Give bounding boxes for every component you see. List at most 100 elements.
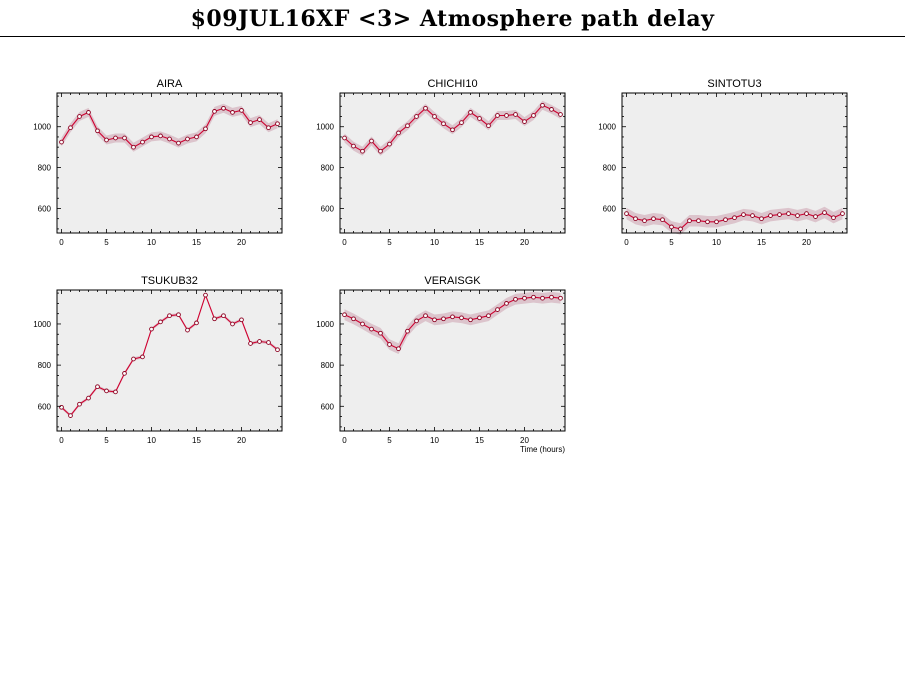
data-point [149, 134, 154, 140]
data-point [113, 135, 118, 141]
data-point [687, 218, 692, 224]
data-point [68, 125, 73, 131]
data-point [230, 110, 235, 115]
data-point [212, 109, 217, 114]
y-tick-label: 1000 [316, 123, 334, 132]
data-point [122, 135, 127, 141]
data-point [468, 110, 473, 115]
x-tick-label: 15 [192, 238, 201, 247]
data-point [239, 108, 244, 113]
x-tick-label: 20 [802, 238, 811, 247]
data-point [158, 319, 163, 325]
data-point [831, 215, 836, 221]
data-point [795, 213, 800, 218]
x-tick-label: 10 [147, 238, 156, 247]
data-point [714, 219, 719, 225]
data-point [678, 226, 683, 232]
chart-panel-chichi10: 0 5 10 15 20 600 800 1000 CHICHI10 [316, 78, 566, 247]
y-tick-label: 800 [38, 164, 52, 173]
x-tick-label: 5 [104, 238, 109, 247]
data-point [396, 346, 401, 352]
page-title: $09JUL16XF <3> Atmosphere path delay [190, 6, 715, 32]
data-point [158, 133, 163, 139]
data-point [131, 356, 136, 362]
data-point [342, 312, 347, 318]
data-point [477, 315, 482, 321]
data-point [369, 138, 374, 144]
x-tick-label: 10 [430, 238, 439, 247]
data-point [360, 148, 365, 154]
x-tick-label: 5 [387, 238, 392, 247]
data-point [194, 134, 199, 140]
data-point [248, 120, 253, 125]
data-point [167, 136, 172, 142]
data-point [342, 135, 347, 141]
x-tick-label: 5 [669, 238, 674, 247]
title-rule [0, 36, 905, 37]
data-point [558, 112, 563, 117]
data-point [203, 292, 208, 298]
data-point [176, 312, 181, 318]
data-point [768, 213, 773, 218]
data-point [185, 136, 190, 142]
data-point [77, 401, 82, 407]
data-point [732, 215, 737, 221]
y-tick-label: 1000 [33, 320, 51, 329]
x-tick-label: 20 [237, 238, 246, 247]
data-point [104, 137, 109, 143]
data-point [750, 213, 755, 218]
data-point [696, 218, 701, 224]
data-point [633, 216, 638, 222]
data-point [540, 102, 545, 108]
data-point [441, 316, 446, 322]
data-point [723, 217, 728, 223]
data-point [378, 330, 383, 336]
data-point [549, 294, 554, 300]
chart-title: VERAISGK [424, 275, 481, 287]
plot-area [57, 290, 282, 431]
x-tick-label: 20 [520, 238, 529, 247]
data-point [104, 388, 109, 394]
data-point [360, 321, 365, 327]
chart-title: TSUKUB32 [141, 275, 198, 287]
data-point [450, 127, 455, 133]
data-point [423, 313, 428, 319]
data-point [822, 210, 827, 215]
data-point [669, 224, 674, 230]
data-point [405, 328, 410, 334]
data-point [266, 340, 271, 345]
y-tick-label: 800 [38, 361, 52, 370]
data-point [113, 389, 118, 395]
data-point [149, 326, 154, 332]
data-point [513, 112, 518, 117]
x-tick-label: 0 [624, 238, 629, 247]
data-point [660, 217, 665, 223]
chart-panel-tsukub32: 0 5 10 15 20 600 800 1000 TSUKUB32 [33, 275, 283, 445]
x-tick-label: 10 [147, 436, 156, 445]
data-point [203, 126, 208, 132]
chart-title: CHICHI10 [427, 78, 477, 90]
x-tick-label: 20 [520, 436, 529, 445]
y-tick-label: 1000 [316, 320, 334, 329]
x-tick-label: 0 [59, 436, 64, 445]
data-point [705, 219, 710, 225]
data-point [230, 321, 235, 327]
x-tick-label: 0 [59, 238, 64, 247]
data-point [221, 313, 226, 319]
data-point [495, 307, 500, 312]
data-point [351, 316, 356, 322]
data-point [167, 313, 172, 319]
data-point [423, 105, 428, 111]
data-point [486, 313, 491, 319]
data-point [387, 342, 392, 347]
data-point [504, 113, 509, 118]
data-point [405, 123, 410, 129]
data-point [651, 216, 656, 222]
data-point [414, 114, 419, 119]
x-tick-label: 10 [430, 436, 439, 445]
data-point [477, 116, 482, 121]
data-point [432, 114, 437, 119]
data-point [77, 114, 82, 119]
data-point [486, 123, 491, 129]
y-tick-label: 600 [321, 204, 335, 213]
